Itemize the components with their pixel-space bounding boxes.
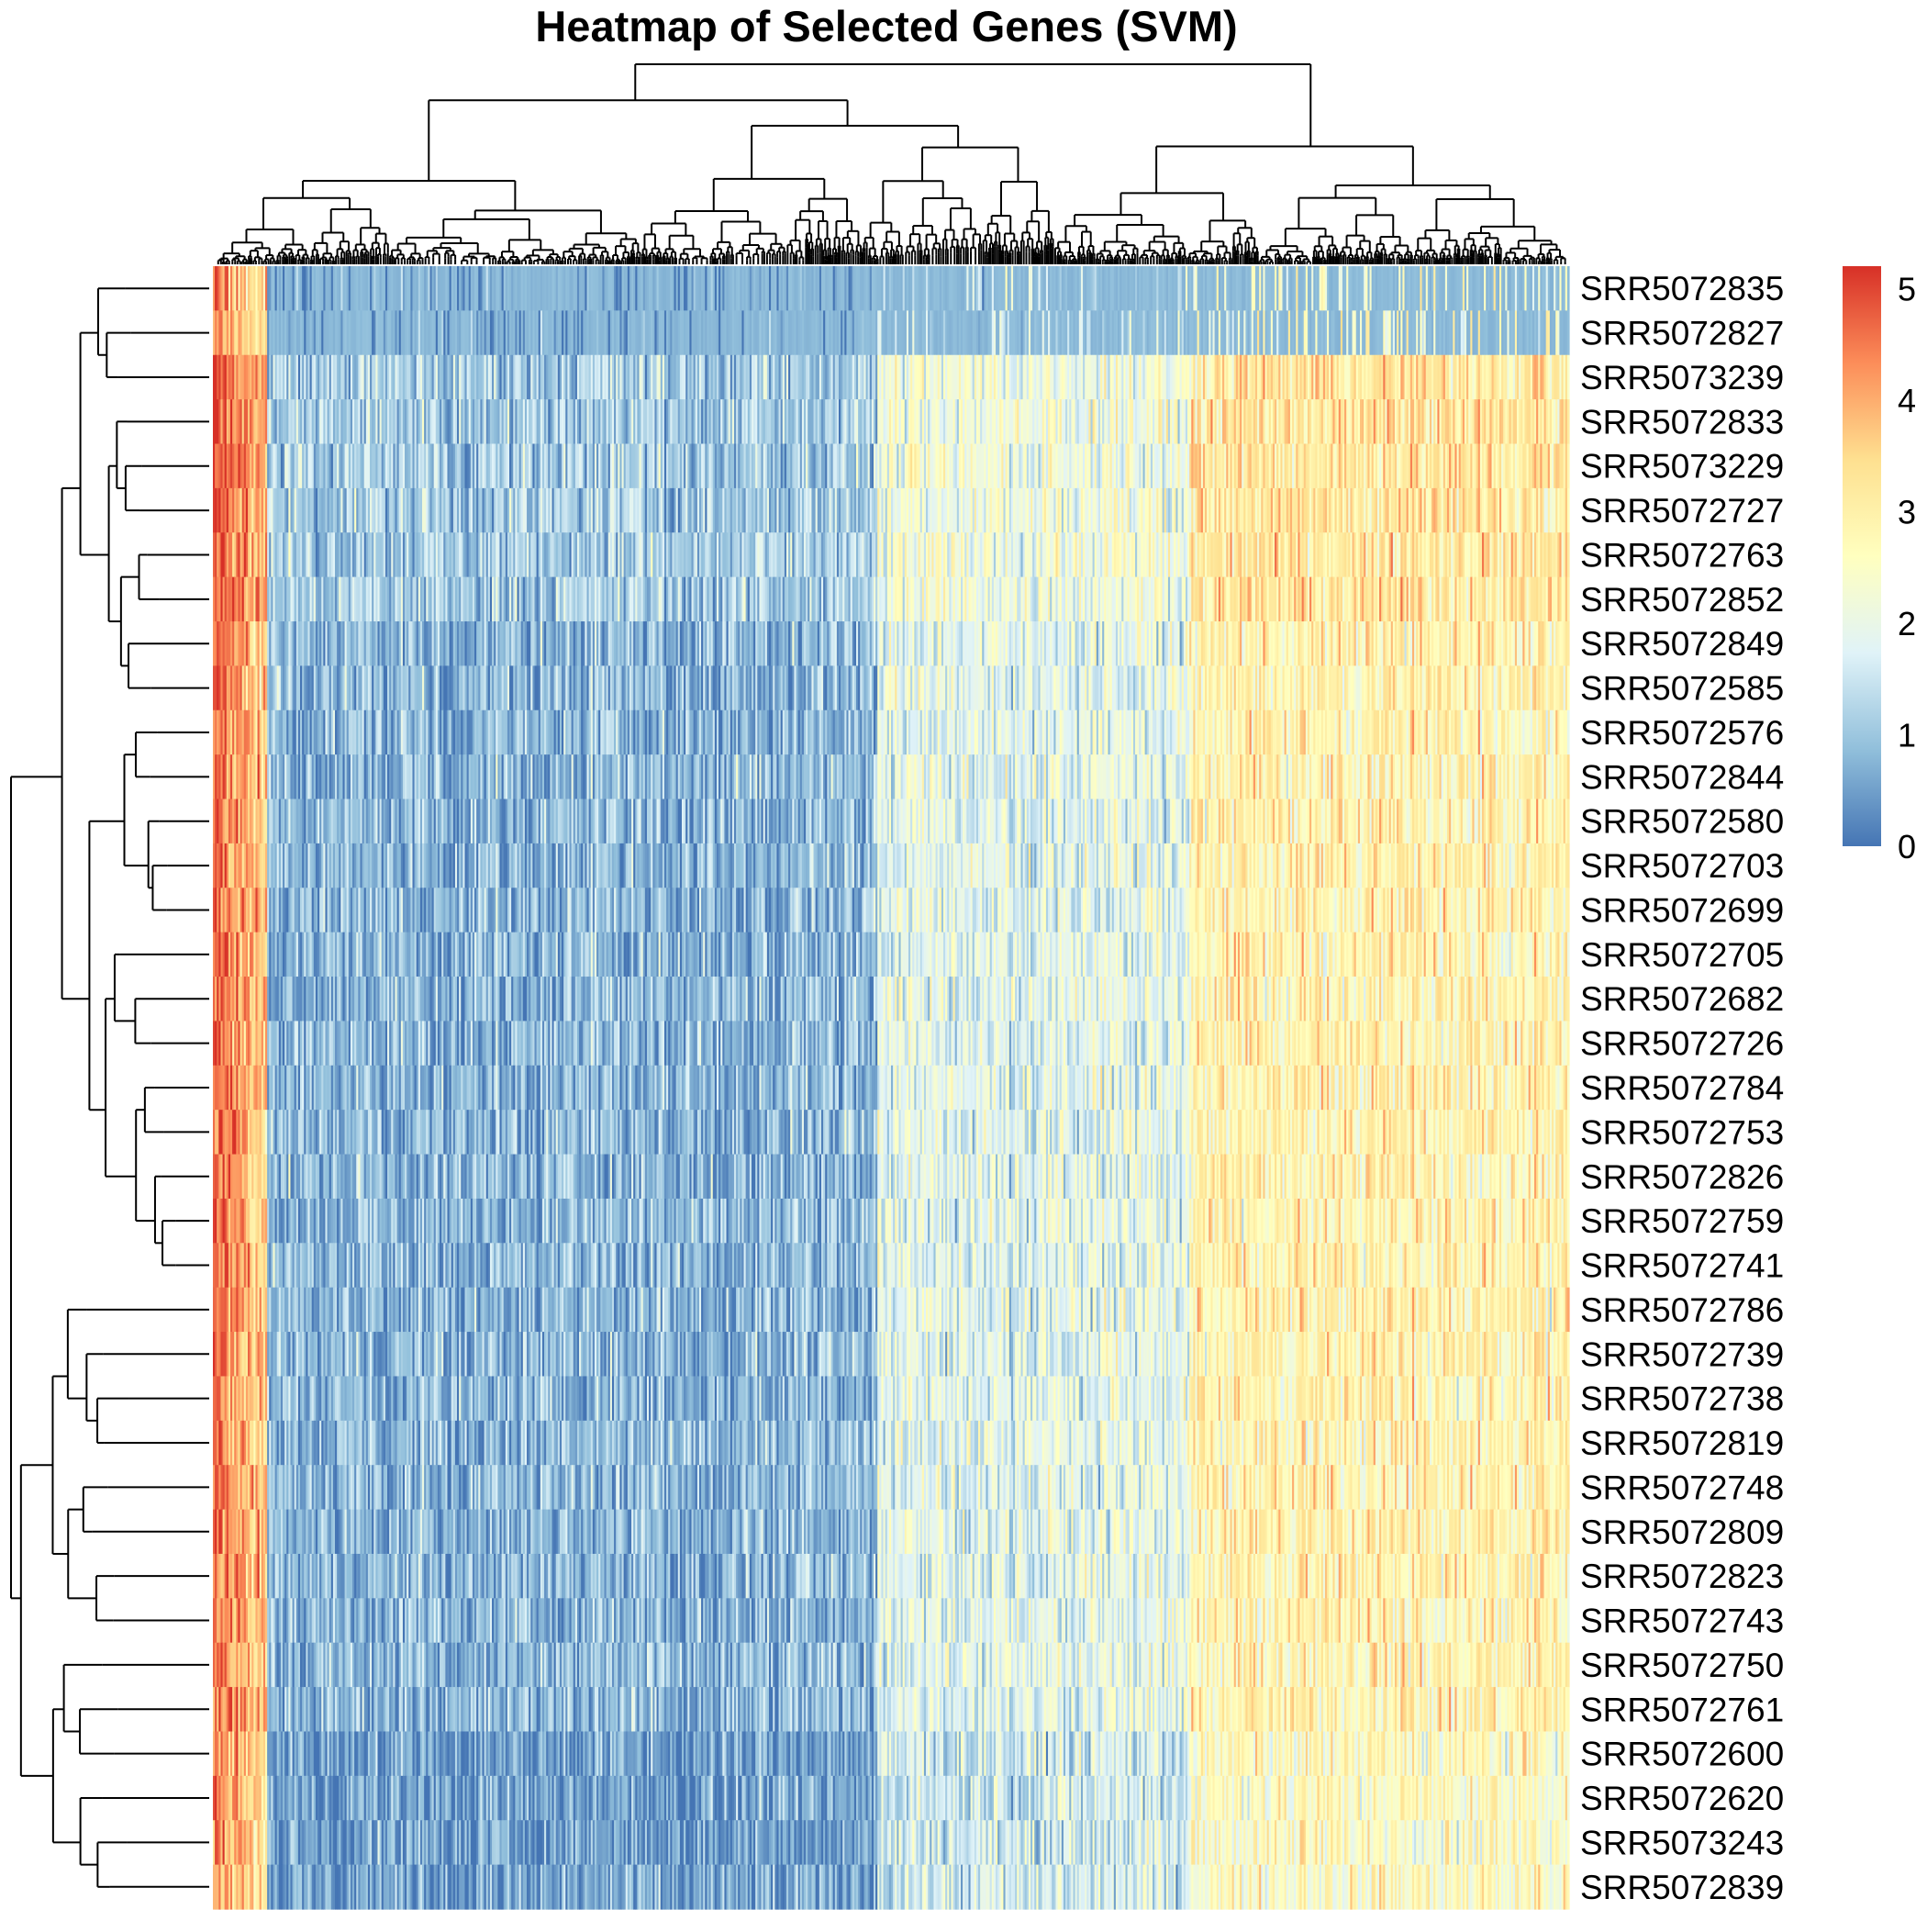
column-dendrogram bbox=[218, 64, 1565, 264]
row-dendrogram bbox=[11, 288, 209, 1887]
heatmap-cell bbox=[1567, 266, 1570, 311]
chart-title: Heatmap of Selected Genes (SVM) bbox=[535, 2, 1237, 50]
heatmap-cells bbox=[213, 266, 1570, 1910]
heatmap-cell bbox=[1567, 355, 1570, 400]
heatmap-cell bbox=[1567, 310, 1570, 355]
